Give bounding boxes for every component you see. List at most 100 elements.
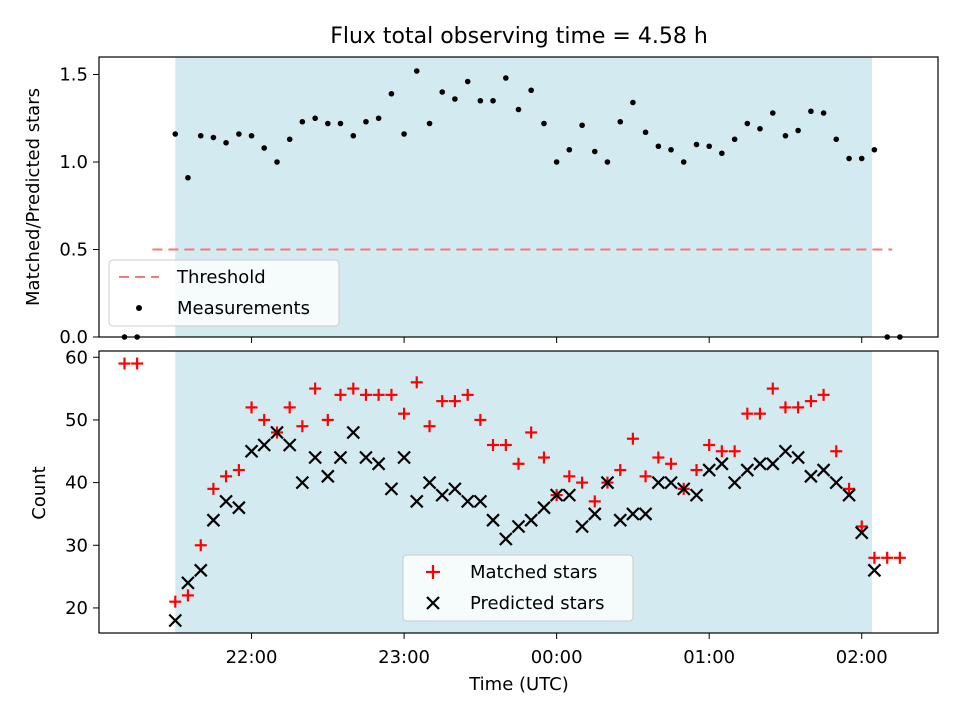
matched-star-point <box>118 357 131 370</box>
matched-star-point <box>614 464 627 477</box>
matched-star-point <box>334 388 347 401</box>
predicted-star-stroke <box>587 507 602 521</box>
predicted-star-point <box>575 519 589 534</box>
predicted-star-stroke <box>600 475 615 490</box>
predicted-star-point <box>371 457 386 471</box>
legend-measurements-label: Measurements <box>177 298 310 319</box>
measurement-point <box>312 115 318 122</box>
predicted-star-point <box>181 576 195 590</box>
predicted-star-stroke <box>282 438 297 452</box>
predicted-star-stroke <box>346 425 361 440</box>
y-tick-label: 60 <box>65 347 88 368</box>
x-tick-label: 02:00 <box>836 647 888 668</box>
predicted-star-point <box>867 563 882 578</box>
matched-star-point <box>766 382 779 395</box>
y-axis-label-ratio: Matched/Predicted stars <box>23 88 44 306</box>
predicted-star-point <box>460 494 475 509</box>
predicted-star-stroke <box>448 482 462 496</box>
predicted-star-stroke <box>359 450 373 465</box>
predicted-star-stroke <box>766 457 780 471</box>
measurement-point <box>439 89 446 95</box>
matched-star-point <box>436 395 449 408</box>
measurement-point <box>846 155 852 162</box>
predicted-star-stroke <box>842 488 856 502</box>
predicted-star-point <box>626 507 640 521</box>
x-tick-label: 22:00 <box>226 647 278 668</box>
measurement-point <box>731 136 738 143</box>
predicted-star-point <box>549 488 564 502</box>
predicted-star-stroke <box>575 519 589 534</box>
matched-star-point <box>169 595 182 608</box>
matched-star-point <box>665 457 678 470</box>
predicted-star-point <box>804 469 818 484</box>
matched-star-point <box>321 413 334 426</box>
predicted-star-stroke <box>651 475 666 490</box>
predicted-star-point <box>676 482 691 496</box>
measurement-point <box>693 141 700 148</box>
predicted-star-point <box>829 475 844 490</box>
measurement-point <box>630 99 636 106</box>
measurement-point <box>223 139 229 146</box>
predicted-star-point <box>321 469 335 484</box>
y-tick-label: 0.0 <box>59 327 88 348</box>
matched-star-point <box>652 451 665 464</box>
matched-star-point <box>296 420 309 433</box>
predicted-star-point <box>587 507 602 521</box>
predicted-star-point <box>842 488 856 502</box>
y-axis-label-count: Count <box>29 466 50 519</box>
predicted-star-point <box>613 513 628 527</box>
legend-matched-swatch <box>426 565 440 579</box>
matched-star-point <box>283 401 296 414</box>
measurement-point <box>668 146 674 153</box>
matched-star-point <box>741 407 754 420</box>
matched-star-point <box>690 464 703 477</box>
measurement-point <box>337 120 344 127</box>
predicted-star-stroke <box>308 450 322 465</box>
measurement-point <box>871 146 878 153</box>
measurement-point <box>757 125 763 132</box>
predicted-star-stroke <box>689 488 704 502</box>
measurement-point <box>388 90 395 97</box>
measurement-point <box>363 118 369 125</box>
matched-star-point <box>512 457 525 470</box>
predicted-star-point <box>791 450 805 465</box>
matched-star-point <box>359 388 372 401</box>
predicted-star-point <box>651 475 666 490</box>
measurement-point <box>604 159 611 165</box>
predicted-star-point <box>308 450 322 465</box>
predicted-star-stroke <box>626 507 640 521</box>
predicted-star-stroke <box>499 532 513 546</box>
predicted-star-stroke <box>854 525 869 540</box>
predicted-star-stroke <box>753 457 767 471</box>
measurement-point <box>591 148 598 155</box>
matched-star-point <box>779 401 792 414</box>
predicted-star-stroke <box>715 457 729 471</box>
legend-top-frame <box>108 259 340 327</box>
measurement-point <box>642 129 649 136</box>
predicted-star-point <box>638 507 653 521</box>
predicted-star-point <box>524 513 538 527</box>
matched-star-point <box>398 407 411 420</box>
measurement-point <box>350 132 357 139</box>
measurement-point <box>808 108 814 115</box>
matched-star-point <box>372 388 385 401</box>
matched-star-point <box>232 464 245 477</box>
legend-predicted-swatch <box>426 596 440 610</box>
matched-star-point <box>474 413 487 426</box>
measurement-point <box>833 136 840 143</box>
measurement-point <box>655 143 662 150</box>
measurement-point <box>274 159 280 165</box>
measurement-point <box>858 155 865 162</box>
measurement-point <box>820 110 827 116</box>
predicted-star-stroke <box>537 500 551 515</box>
measurement-point <box>706 143 712 150</box>
predicted-star-point <box>384 482 399 496</box>
measurement-point <box>680 159 687 165</box>
predicted-star-point <box>473 494 488 509</box>
predicted-star-stroke <box>168 613 183 628</box>
predicted-star-stroke <box>397 450 411 465</box>
matched-star-point <box>563 470 576 483</box>
predicted-star-stroke <box>384 482 399 496</box>
y-tick-label: 1.5 <box>59 65 88 86</box>
